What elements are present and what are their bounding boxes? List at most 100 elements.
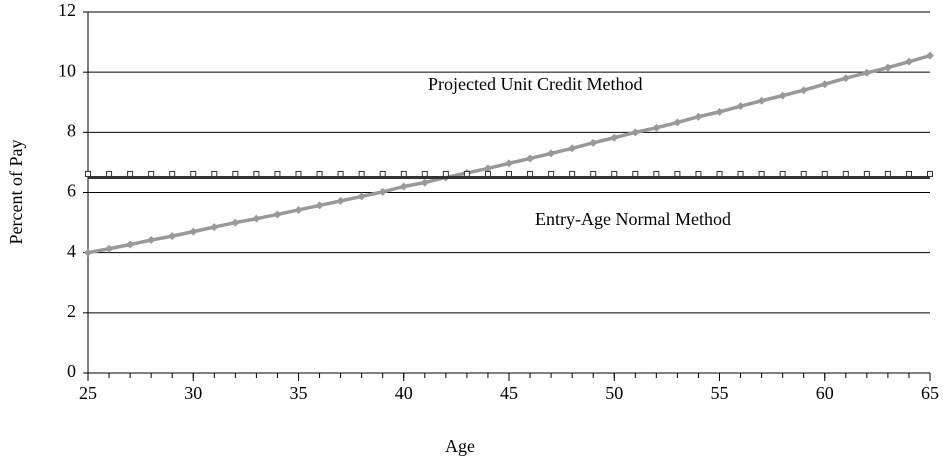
marker xyxy=(232,170,239,177)
marker xyxy=(820,80,829,89)
x-tick-label: 40 xyxy=(395,383,413,403)
x-axis-label: Age xyxy=(445,436,475,456)
marker xyxy=(652,123,661,132)
x-tick-label: 25 xyxy=(79,383,97,403)
marker xyxy=(547,149,556,158)
marker xyxy=(589,138,598,147)
marker xyxy=(148,170,155,177)
marker xyxy=(821,170,828,177)
marker xyxy=(484,170,491,177)
y-tick-label: 8 xyxy=(67,120,76,140)
marker xyxy=(315,201,324,210)
marker xyxy=(884,170,891,177)
marker xyxy=(379,170,386,177)
marker xyxy=(147,236,156,245)
marker xyxy=(526,154,535,163)
marker xyxy=(378,187,387,196)
x-tick-label: 30 xyxy=(184,383,202,403)
marker xyxy=(399,182,408,191)
x-tick-label: 65 xyxy=(921,383,939,403)
marker xyxy=(294,205,303,214)
y-tick-label: 12 xyxy=(58,0,76,20)
marker xyxy=(590,170,597,177)
marker xyxy=(926,51,934,60)
marker xyxy=(779,170,786,177)
marker xyxy=(842,170,849,177)
marker xyxy=(231,218,240,227)
marker xyxy=(695,170,702,177)
marker xyxy=(548,170,555,177)
marker xyxy=(757,96,766,105)
marker xyxy=(758,170,765,177)
marker xyxy=(106,170,113,177)
marker xyxy=(400,170,407,177)
marker xyxy=(421,170,428,177)
x-tick-label: 55 xyxy=(711,383,729,403)
marker xyxy=(527,170,534,177)
marker xyxy=(463,170,470,177)
marker xyxy=(505,159,513,168)
marker xyxy=(442,170,449,177)
marker xyxy=(337,170,344,177)
marker xyxy=(611,170,618,177)
y-tick-label: 4 xyxy=(67,241,76,261)
marker xyxy=(253,170,260,177)
marker xyxy=(841,74,850,83)
y-tick-label: 0 xyxy=(67,361,76,381)
marker xyxy=(715,107,724,116)
marker xyxy=(316,170,323,177)
marker xyxy=(252,214,261,223)
marker xyxy=(168,232,177,241)
marker xyxy=(632,170,639,177)
marker xyxy=(674,170,681,177)
marker xyxy=(420,178,429,187)
annotation: Projected Unit Credit Method xyxy=(428,74,643,94)
marker xyxy=(716,170,723,177)
marker xyxy=(85,170,91,177)
marker xyxy=(506,170,512,177)
y-tick-label: 2 xyxy=(67,301,76,321)
marker xyxy=(211,170,218,177)
marker xyxy=(210,223,219,232)
y-tick-label: 6 xyxy=(67,181,76,201)
marker xyxy=(84,248,92,257)
marker xyxy=(358,170,365,177)
marker xyxy=(883,63,892,72)
marker xyxy=(863,170,870,177)
marker xyxy=(653,170,660,177)
marker xyxy=(357,192,366,201)
marker xyxy=(273,210,282,219)
marker xyxy=(694,112,703,121)
marker xyxy=(905,170,912,177)
marker xyxy=(862,68,871,77)
marker xyxy=(736,102,745,111)
x-tick-label: 35 xyxy=(290,383,308,403)
marker xyxy=(169,170,176,177)
marker xyxy=(927,170,933,177)
marker xyxy=(295,170,302,177)
marker xyxy=(127,170,134,177)
marker xyxy=(610,133,619,142)
y-axis-label: Percent of Pay xyxy=(6,140,26,245)
marker xyxy=(274,170,281,177)
marker xyxy=(569,170,576,177)
marker xyxy=(189,227,198,236)
marker xyxy=(568,144,577,153)
marker xyxy=(190,170,197,177)
annotation: Entry-Age Normal Method xyxy=(535,209,731,229)
marker xyxy=(126,240,135,249)
x-tick-label: 45 xyxy=(500,383,518,403)
marker xyxy=(904,57,913,66)
y-tick-label: 10 xyxy=(58,60,76,80)
marker xyxy=(105,244,114,253)
marker xyxy=(483,164,492,173)
x-tick-label: 50 xyxy=(605,383,623,403)
marker xyxy=(778,91,787,100)
marker xyxy=(336,196,345,205)
marker xyxy=(737,170,744,177)
x-tick-label: 60 xyxy=(816,383,834,403)
marker xyxy=(799,86,808,95)
marker xyxy=(631,128,640,137)
